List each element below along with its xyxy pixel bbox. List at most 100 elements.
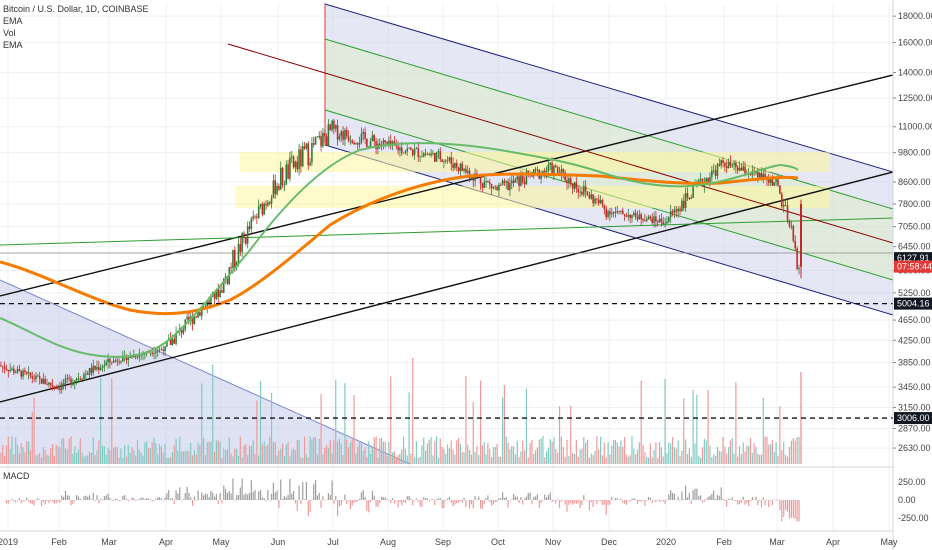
candle <box>655 210 657 228</box>
volume-bar <box>7 436 9 464</box>
legend-indicator-vol[interactable]: Vol <box>3 28 16 38</box>
volume-bar <box>760 454 763 464</box>
volume-bar <box>562 446 564 464</box>
macd-bar <box>771 500 774 506</box>
macd-bar <box>327 493 330 500</box>
macd-bar <box>635 499 637 500</box>
candle <box>681 198 683 212</box>
macd-bar <box>291 493 293 500</box>
volume-bar <box>435 436 438 464</box>
volume-bar <box>384 441 386 464</box>
candle <box>127 355 130 367</box>
candle <box>149 352 152 357</box>
time-axis: 2019 Feb Mar Apr May Jun Jul Aug Sep Oct Nov Dec 202… <box>0 537 898 547</box>
macd-tick-label: -250.00 <box>898 513 929 523</box>
macd-bar <box>133 498 135 500</box>
macd-bar <box>729 499 731 501</box>
macd-bar <box>248 492 251 500</box>
macd-bar <box>412 500 414 506</box>
macd-bar <box>177 493 179 500</box>
candle <box>644 213 646 222</box>
candle <box>156 347 159 357</box>
candle <box>263 201 266 215</box>
macd-bar <box>614 498 617 500</box>
legend-indicator-ema[interactable]: EMA <box>3 16 23 26</box>
candle <box>404 149 407 155</box>
candle <box>16 365 19 375</box>
candle <box>410 146 412 151</box>
volume-bar <box>162 452 164 464</box>
volume-bar <box>77 449 80 464</box>
macd-histogram <box>0 466 893 532</box>
volume-bar <box>516 440 518 464</box>
candle <box>669 204 672 224</box>
macd-bar <box>5 500 8 504</box>
volume-bar <box>360 443 363 464</box>
volume-bar <box>647 457 650 464</box>
volume-bar <box>783 441 785 464</box>
candle <box>457 166 460 175</box>
candle <box>782 198 785 213</box>
macd-bar <box>155 498 157 500</box>
volume-bar <box>598 449 600 464</box>
macd-bar <box>707 496 709 500</box>
volume-bar <box>287 441 289 464</box>
macd-bar <box>690 500 692 505</box>
macd-bar <box>265 500 267 502</box>
legend-indicator-ema-2[interactable]: EMA <box>3 40 23 50</box>
macd-bar <box>544 494 546 500</box>
volume-bar <box>0 452 2 464</box>
volume-bar <box>100 378 102 464</box>
volume-bar <box>248 445 251 464</box>
macd-bar <box>164 497 166 500</box>
macd-bar <box>522 500 524 505</box>
volume-bar <box>142 455 144 464</box>
macd-bar <box>138 498 140 500</box>
volume-bar <box>116 447 118 464</box>
macd-bar <box>42 500 44 503</box>
y-tick-label: 16000.00 <box>898 38 932 48</box>
volume-bar <box>42 447 44 464</box>
candle <box>268 200 271 206</box>
volume-bar <box>437 457 440 464</box>
macd-bar <box>404 500 407 503</box>
candle <box>738 161 741 172</box>
candle <box>596 198 598 204</box>
macd-bar <box>481 500 484 510</box>
macd-bar <box>755 496 757 500</box>
volume-bar <box>371 447 374 464</box>
macd-bar <box>533 496 535 500</box>
macd-bar <box>37 498 39 500</box>
candle <box>430 148 432 158</box>
volume-bar <box>256 400 258 464</box>
volume-bar <box>340 443 342 464</box>
macd-bar <box>206 494 208 500</box>
price-axis: 18000.00 16000.00 14000.00 12500.00 11000.00… <box>892 0 932 550</box>
macd-bar <box>287 495 289 500</box>
candle <box>666 216 668 224</box>
volume-bar <box>232 456 234 464</box>
macd-bar <box>9 500 11 501</box>
macd-bar <box>228 490 230 500</box>
volume-bar <box>757 453 759 464</box>
volume-bar <box>781 449 783 464</box>
macd-bar <box>662 500 664 502</box>
candle <box>767 173 770 186</box>
candle <box>118 358 120 366</box>
macd-bar <box>773 499 775 501</box>
candle <box>575 177 578 193</box>
volume-bar <box>430 436 432 464</box>
macd-bar <box>525 496 528 500</box>
volume-bar <box>37 454 39 464</box>
candle <box>786 200 789 224</box>
volume-bar <box>320 394 322 464</box>
macd-bar <box>555 500 557 504</box>
volume-bar <box>53 456 55 464</box>
macd-bar <box>186 486 188 500</box>
volume-bar <box>419 456 421 464</box>
macd-bar <box>694 488 696 500</box>
macd-bar <box>59 500 61 503</box>
macd-bar <box>333 500 335 504</box>
volume-bar <box>658 442 661 464</box>
